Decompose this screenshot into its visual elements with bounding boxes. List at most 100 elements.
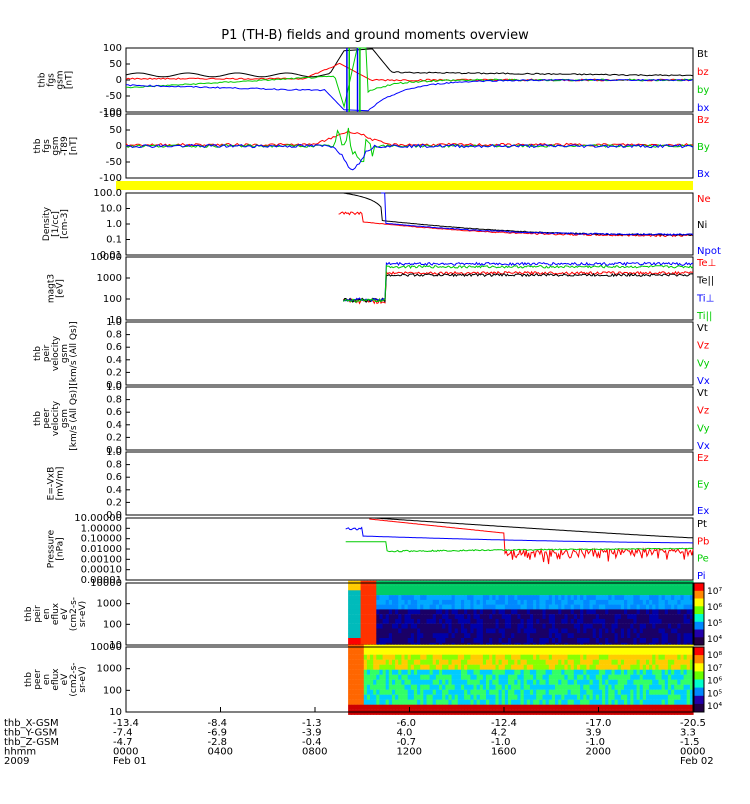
spectrogram-cell	[564, 590, 569, 596]
spectrogram-cell	[658, 654, 663, 660]
spectrogram-cell	[376, 649, 380, 655]
spectrogram-cell	[658, 664, 663, 670]
spectrogram-cell	[570, 704, 575, 710]
spectrogram-cell	[470, 704, 475, 710]
spectrogram-cell	[479, 618, 484, 624]
spectrogram-cell	[602, 633, 606, 639]
spectrogram-cell	[420, 609, 424, 615]
spectrogram-cell	[627, 618, 631, 624]
spectrogram-cell	[617, 689, 622, 695]
spectrogram-cell	[473, 674, 478, 680]
spectrogram-cell	[605, 704, 609, 710]
spectrogram-cell	[495, 599, 500, 605]
spectrogram-cell	[580, 628, 584, 634]
y-tick-label: 1000	[97, 273, 122, 284]
spectrogram-cell	[595, 638, 600, 643]
spectrogram-cell	[413, 654, 418, 660]
spectrogram-cell	[561, 590, 565, 596]
spectrogram-cell	[379, 674, 384, 680]
spectrogram-cell	[398, 694, 402, 700]
spectrogram-cell	[511, 614, 515, 620]
spectrogram-cell	[388, 684, 393, 690]
spectrogram-cell	[680, 679, 685, 685]
spectrogram-cell	[577, 674, 581, 680]
spectrogram-cell	[617, 638, 622, 643]
spectrogram-cell	[464, 590, 468, 596]
spectrogram-cell	[370, 664, 374, 670]
spectrogram-cell	[617, 614, 622, 620]
spectrogram-cell	[608, 694, 612, 700]
spectrogram-cell	[548, 674, 553, 680]
spectrogram-cell	[642, 649, 647, 655]
spectrogram-cell	[385, 689, 390, 695]
spectrogram-cell	[617, 694, 622, 700]
colorbar-segment	[694, 695, 704, 705]
spectrogram-cell	[580, 664, 584, 670]
spectrogram-cell	[548, 659, 553, 665]
spectrogram-cell	[548, 704, 553, 710]
spectrogram-cell	[589, 694, 594, 700]
spectrogram-cell	[476, 674, 481, 680]
spectrogram-cell	[636, 664, 641, 670]
spectrogram-cell	[583, 684, 587, 690]
spectrogram-cell	[605, 614, 609, 620]
y-tick-label: 0.8	[106, 330, 122, 341]
spectrogram-cell	[445, 633, 449, 639]
spectrogram-cell	[636, 614, 641, 620]
spectrogram-cell	[457, 614, 462, 620]
spectrogram-cell	[526, 595, 531, 601]
spectrogram-cell	[435, 585, 440, 591]
spectrogram-cell	[567, 614, 572, 620]
spectrogram-cell	[652, 628, 656, 634]
spectrogram-cell	[589, 674, 594, 680]
spectrogram-cell	[551, 638, 556, 643]
spectrogram-cell	[442, 623, 446, 629]
spectrogram-cell	[401, 623, 406, 629]
spectrogram-cell	[523, 623, 528, 629]
spectrogram-cell	[385, 609, 390, 615]
spectrogram-cell	[398, 659, 402, 665]
spectrogram-cell	[586, 669, 591, 675]
spectrogram-cell	[586, 595, 591, 601]
spectrogram-cell	[401, 604, 406, 610]
spectrogram-cell	[646, 694, 650, 700]
y-axis-label: Density [1/cc] [cm-3]	[42, 206, 70, 241]
spectrogram-cell	[551, 595, 556, 601]
spectrogram-cell	[674, 684, 678, 690]
spectrogram-cell	[646, 633, 650, 639]
spectrogram-cell	[376, 694, 380, 700]
spectrogram-cell	[655, 674, 660, 680]
spectrogram-cell	[495, 590, 500, 596]
spectrogram-cell	[577, 609, 581, 615]
spectrogram-cell	[605, 609, 609, 615]
spectrogram-cell	[429, 684, 434, 690]
spectrogram-cell	[636, 704, 641, 710]
spectrogram-cell	[633, 659, 638, 665]
spectrogram-cell	[589, 633, 594, 639]
y-tick-label: 0	[116, 141, 122, 152]
y-axis-label-line: [nT]	[69, 137, 79, 155]
spectrogram-cell	[426, 595, 431, 601]
spectrogram-cell	[517, 659, 522, 665]
spectrogram-cell	[373, 633, 377, 639]
spectrogram-cell	[533, 638, 537, 643]
spectrogram-cell	[373, 649, 377, 655]
spectrogram-cell	[451, 595, 456, 601]
spectrogram-cell	[624, 699, 628, 705]
spectrogram-cell	[451, 618, 456, 624]
spectrogram-cell	[504, 704, 509, 710]
colorbar-segment	[694, 629, 704, 638]
spectrogram-cell	[395, 664, 399, 670]
spectrogram-cell	[598, 599, 603, 605]
spectrogram-cell	[633, 614, 638, 620]
spectrogram-cell	[671, 679, 675, 685]
spectrogram-cell	[555, 699, 559, 705]
spectrogram-cell	[457, 623, 462, 629]
spectrogram-cell	[611, 623, 616, 629]
y-axis-label-line: -T89	[60, 136, 70, 156]
spectrogram-cell	[429, 704, 434, 710]
spectrogram-cell	[683, 595, 688, 601]
spectrogram-cell	[382, 674, 387, 680]
spectrogram-cell	[680, 659, 685, 665]
spectrogram-cell	[630, 590, 634, 596]
